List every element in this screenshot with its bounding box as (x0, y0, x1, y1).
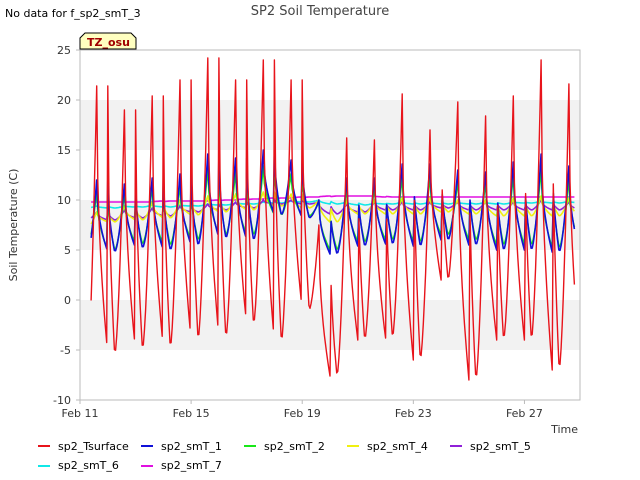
no-data-note: No data for f_sp2_smT_3 (5, 7, 141, 20)
x-tick-label: Feb 11 (62, 407, 99, 420)
legend-label: sp2_Tsurface (58, 439, 129, 453)
legend-item-sp2_Tsurface: sp2_Tsurface (38, 440, 141, 453)
legend-item-sp2_smT_5: sp2_smT_5 (450, 440, 553, 453)
legend-swatch (347, 445, 359, 447)
plot-frame (79, 49, 581, 401)
grid-band (80, 100, 580, 150)
y-tick-label: -5 (60, 344, 71, 357)
legend-label: sp2_smT_5 (470, 439, 531, 453)
series-line-sp2_smT_6 (90, 199, 575, 209)
tz-badge: TZ_osu (79, 32, 137, 50)
legend-item-sp2_smT_6: sp2_smT_6 (38, 459, 141, 472)
x-tick-label: Feb 23 (395, 407, 432, 420)
x-axis-label: Time (550, 423, 578, 436)
legend-swatch (450, 445, 462, 447)
x-tick-label: Feb 19 (284, 407, 321, 420)
y-tick-label: -10 (53, 394, 71, 407)
legend-label: sp2_smT_4 (367, 439, 428, 453)
legend-swatch (38, 464, 50, 467)
legend-item-sp2_smT_7: sp2_smT_7 (141, 459, 244, 472)
legend-swatch (141, 445, 153, 447)
legend-swatch (141, 464, 153, 467)
legend-swatch (38, 445, 50, 447)
y-tick-label: 15 (57, 144, 71, 157)
y-tick-label: 0 (64, 294, 71, 307)
y-axis-label: Soil Temperature (C) (7, 169, 20, 282)
x-tick-label: Feb 15 (173, 407, 210, 420)
series-line-sp2_smT_1 (90, 149, 576, 255)
y-tick-label: 10 (57, 194, 71, 207)
series-line-sp2_smT_5 (90, 199, 575, 221)
legend-item-sp2_smT_2: sp2_smT_2 (244, 440, 347, 453)
tz-badge-label: TZ_osu (87, 36, 130, 49)
legend-label: sp2_smT_7 (161, 459, 222, 472)
legend-label: sp2_smT_6 (58, 459, 119, 472)
y-tick-label: 25 (57, 44, 71, 57)
legend-label: sp2_smT_1 (161, 439, 222, 453)
legend-swatch (244, 445, 256, 447)
chart-title: SP2 Soil Temperature (251, 4, 389, 19)
legend-item-sp2_smT_1: sp2_smT_1 (141, 440, 244, 453)
legend-item-sp2_smT_4: sp2_smT_4 (347, 440, 450, 453)
legend-label: sp2_smT_2 (264, 439, 325, 453)
y-tick-label: 5 (64, 244, 71, 257)
y-tick-label: 20 (57, 94, 71, 107)
legend: sp2_Tsurface sp2_smT_1 sp2_smT_2 sp2_smT_4 s… (38, 437, 628, 476)
series-line-sp2_smT_4 (90, 191, 576, 225)
series-line-sp2_smT_7 (91, 195, 575, 203)
x-tick-label: Feb 27 (506, 407, 543, 420)
series-line-sp2_Tsurface (90, 57, 576, 381)
